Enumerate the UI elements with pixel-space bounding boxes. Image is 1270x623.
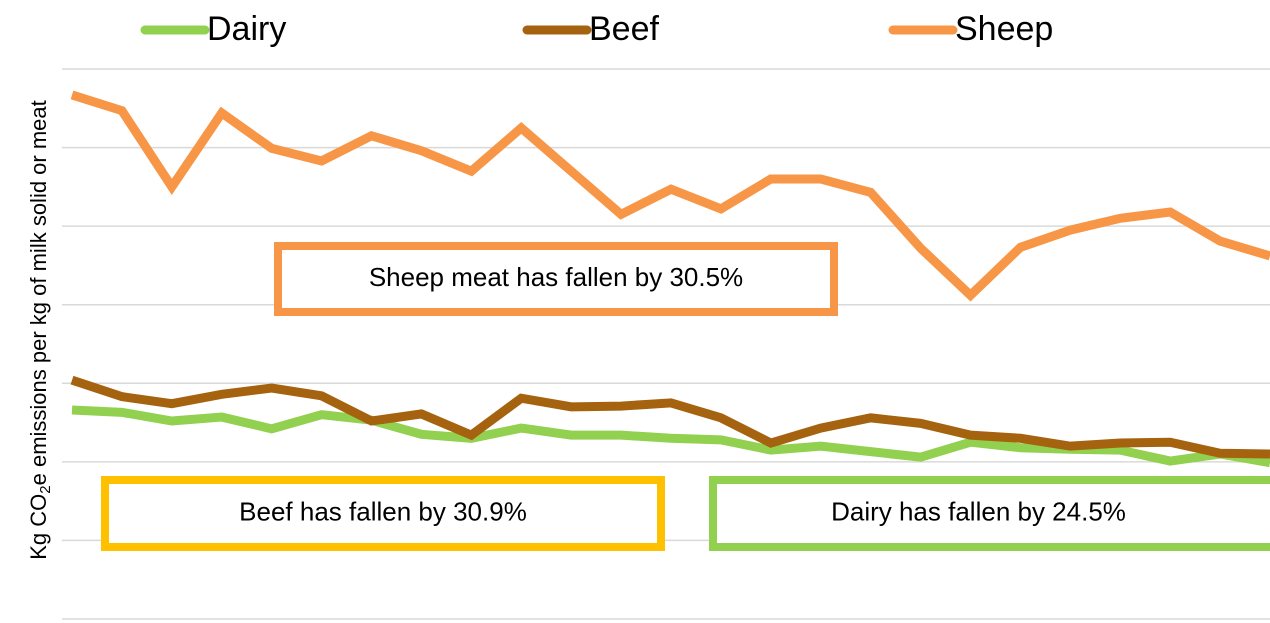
annotation-box bbox=[709, 476, 1270, 551]
annotation-text: Beef has fallen by 30.9% bbox=[239, 496, 527, 526]
series-line bbox=[70, 90, 1270, 302]
y-label-part: Kg CO bbox=[26, 494, 51, 560]
legend-label: Sheep bbox=[955, 10, 1053, 48]
y-axis-label: Kg CO2e emissions per kg of milk solid o… bbox=[26, 100, 54, 560]
annotation-text: Dairy has fallen by 24.5% bbox=[831, 496, 1126, 526]
series-line bbox=[71, 405, 1270, 468]
legend-label: Beef bbox=[589, 10, 659, 48]
annotation-box bbox=[274, 242, 838, 316]
series-line bbox=[70, 375, 1270, 459]
legend-label: Dairy bbox=[207, 10, 286, 48]
y-label-part: e emissions per kg of milk solid or meat bbox=[26, 100, 51, 485]
y-label-subscript: 2 bbox=[37, 485, 54, 493]
annotation-box bbox=[101, 476, 665, 551]
annotation-text: Sheep meat has fallen by 30.5% bbox=[369, 262, 743, 292]
